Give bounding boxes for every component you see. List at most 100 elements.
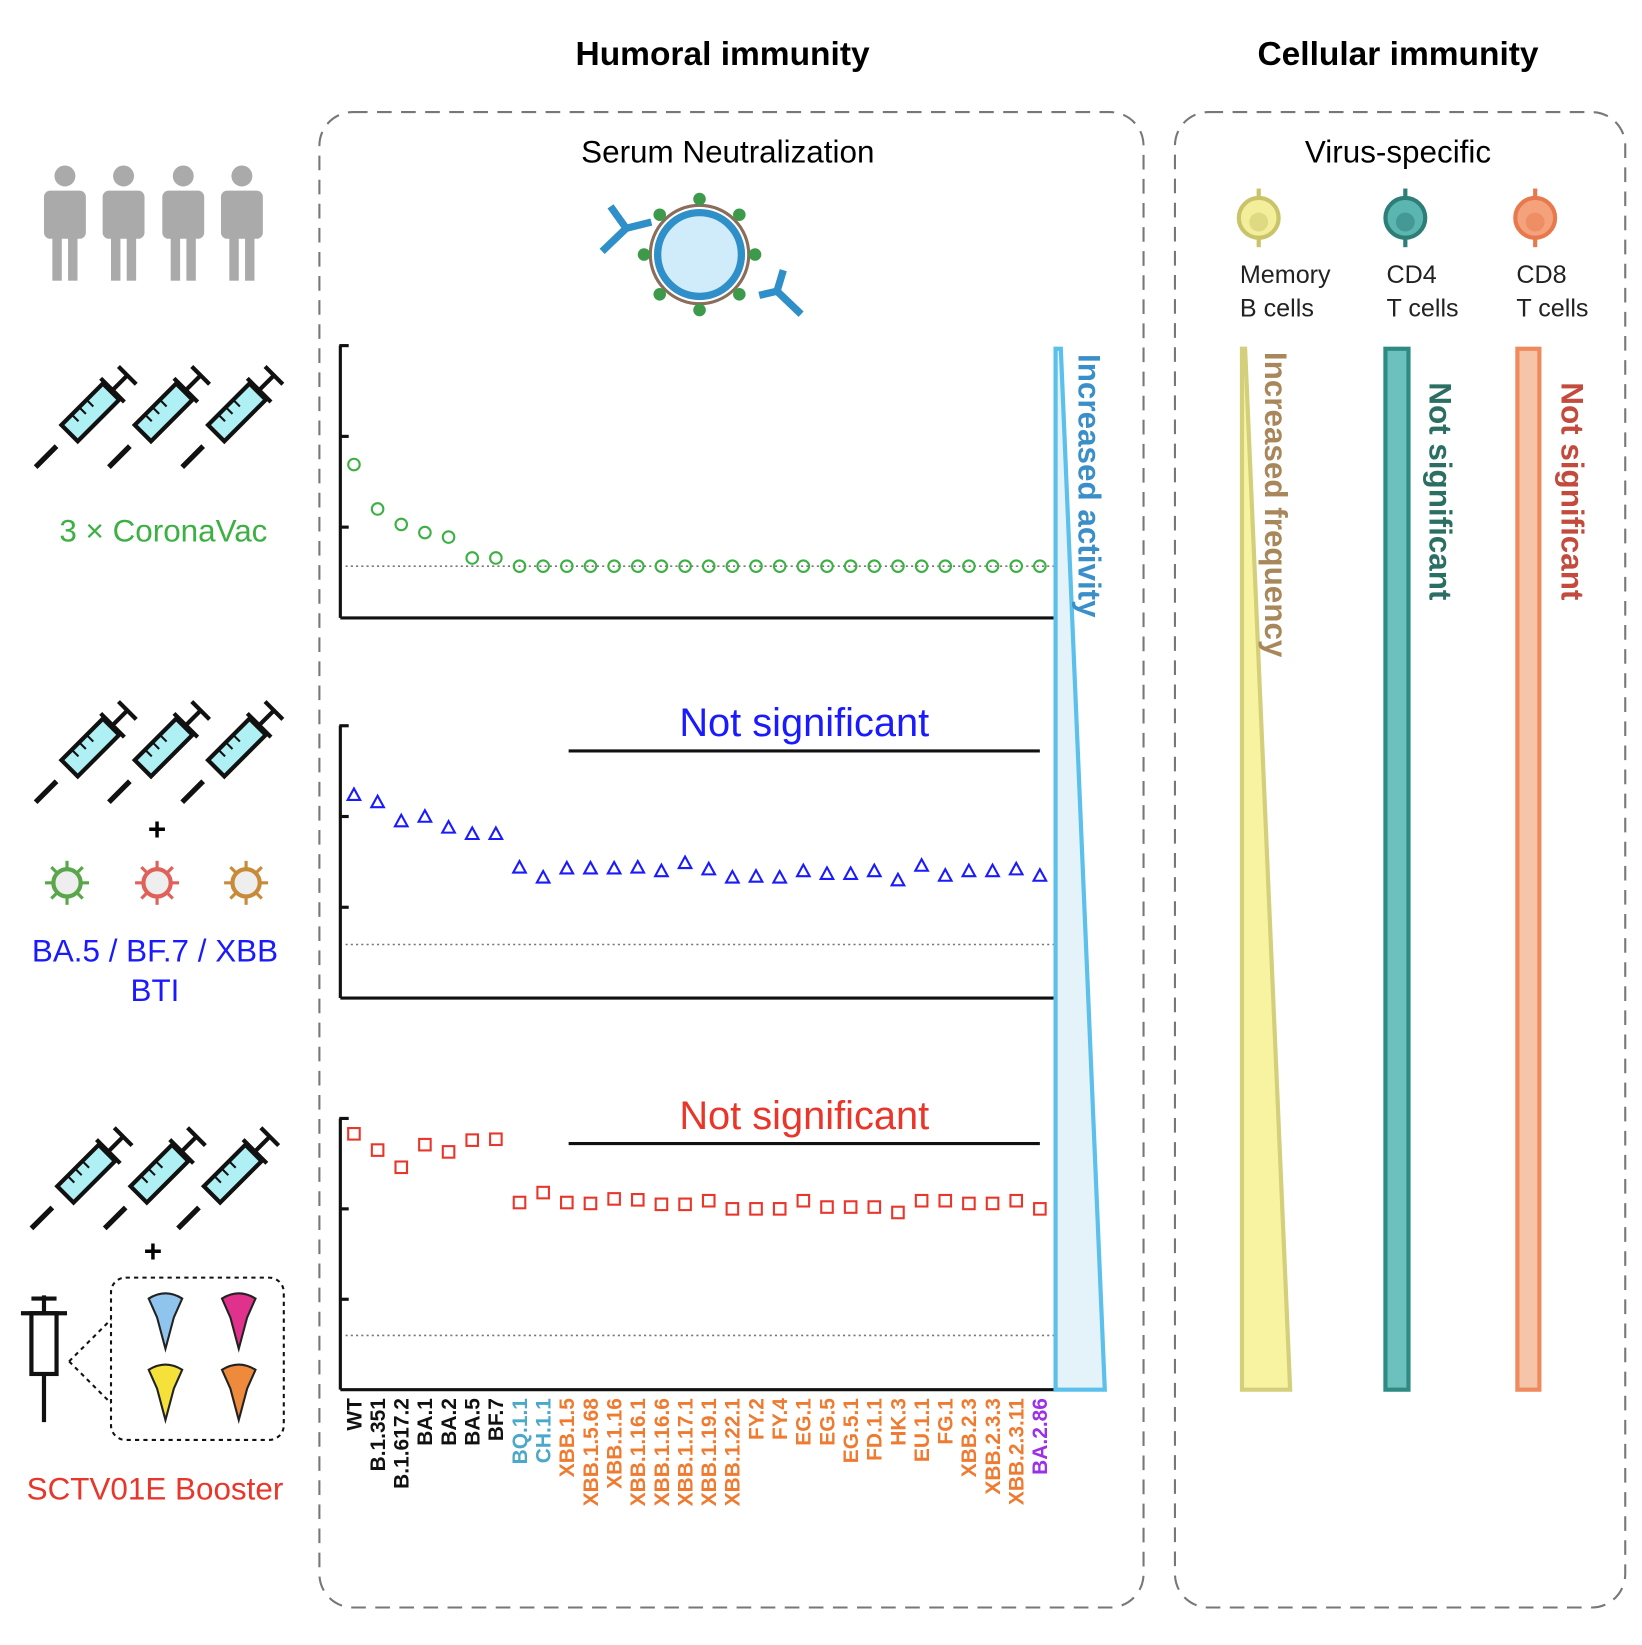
cellular-subtitle: Virus-specific [1305, 134, 1491, 169]
variant-label: CH.1.1 [532, 1398, 555, 1464]
data-point [725, 559, 740, 573]
variant-label: BA.5 [462, 1398, 485, 1446]
group-label: 3 × CoronaVac [59, 513, 267, 548]
data-point [985, 559, 1000, 573]
data-point [464, 825, 481, 841]
activity-label: Increased activity [1072, 354, 1107, 618]
data-point [867, 1200, 882, 1214]
data-point [560, 559, 574, 573]
data-point [583, 559, 598, 573]
syringes-3 [31, 1125, 281, 1229]
data-point [700, 860, 717, 876]
data-point [347, 1127, 361, 1141]
data-point [795, 862, 812, 878]
data-point [535, 868, 552, 884]
variant-label: XBB.1.17.1 [674, 1398, 697, 1507]
data-point [678, 1197, 692, 1212]
data-point [629, 858, 646, 874]
data-point [725, 1202, 740, 1216]
comparison-label: Not significant [679, 1094, 929, 1138]
group-label: SCTV01E Booster [27, 1472, 284, 1507]
data-point [891, 1205, 905, 1220]
data-point [536, 1185, 550, 1200]
variant-label: FG.1 [935, 1398, 958, 1445]
data-point [606, 859, 623, 875]
data-point [370, 502, 385, 516]
data-point [938, 1193, 953, 1208]
data-point [820, 1200, 834, 1214]
plus-sign: + [148, 812, 166, 847]
data-point [937, 867, 954, 882]
syringes-1 [36, 364, 286, 468]
data-point [985, 1196, 1000, 1211]
data-point [440, 818, 457, 834]
data-point [394, 1160, 409, 1175]
cell-icon [1383, 188, 1428, 248]
booster-icon [20, 1276, 285, 1441]
data-point [369, 793, 386, 809]
cell-label: T cells [1386, 294, 1458, 322]
cell-label: Memory [1240, 261, 1331, 289]
group-label: BTI [131, 973, 180, 1008]
cell-label: CD4 [1386, 261, 1436, 289]
data-point [962, 559, 976, 573]
data-point [1031, 867, 1048, 882]
data-point [866, 862, 883, 878]
cell-label: T cells [1516, 294, 1588, 322]
data-point [582, 859, 599, 875]
cell-icon [1513, 188, 1558, 248]
data-point [796, 559, 811, 573]
frequency-wedge [1239, 346, 1293, 1392]
data-point [984, 862, 1001, 878]
data-point [512, 1195, 527, 1210]
variant-label: FY.4 [769, 1398, 792, 1440]
data-point [536, 559, 550, 573]
data-point [820, 559, 834, 573]
variant-label: EG.5.1 [840, 1398, 863, 1464]
cell-icon [1236, 188, 1281, 248]
data-point [842, 865, 859, 880]
data-point [512, 559, 527, 573]
data-point [1008, 860, 1025, 876]
data-point [465, 1133, 480, 1147]
data-point [771, 868, 788, 884]
data-point [607, 559, 621, 573]
variant-label: XBB.1.16.1 [627, 1398, 650, 1507]
data-point [960, 862, 977, 878]
data-point [583, 1196, 598, 1211]
variant-label: XBB.1.19.1 [698, 1398, 721, 1507]
data-point [487, 825, 504, 841]
data-point [772, 559, 787, 573]
virus-antibody-icon [599, 192, 804, 317]
data-point [560, 1195, 574, 1210]
data-point [489, 551, 503, 565]
data-point [630, 1193, 645, 1207]
data-point [654, 1197, 669, 1212]
data-point [749, 1202, 763, 1216]
variant-label: XBB.1.16 [603, 1398, 626, 1489]
data-point [867, 559, 882, 573]
variant-label: XBB.1.5 [556, 1398, 579, 1477]
variant-label: HK.3 [887, 1398, 910, 1446]
data-point [418, 1137, 432, 1152]
variant-label: EG.5 [816, 1398, 839, 1446]
cd8-bar [1515, 346, 1542, 1392]
data-point [678, 559, 692, 573]
cell-label: CD8 [1516, 261, 1566, 289]
variant-virus-icons [45, 861, 268, 905]
data-point [772, 1202, 787, 1216]
data-point [724, 868, 741, 884]
data-point [393, 812, 410, 828]
data-point [607, 1192, 621, 1206]
group-label: BA.5 / BF.7 / XBB [32, 933, 278, 968]
data-point [418, 525, 432, 540]
cell-trend-label: Not significant [1554, 382, 1589, 601]
data-point [465, 551, 480, 565]
cell-nucleus [1525, 212, 1545, 232]
cd4-bar [1383, 346, 1411, 1392]
data-point [818, 865, 836, 880]
cell-trend-label: Increased frequency [1258, 352, 1293, 658]
data-point [441, 1145, 456, 1159]
data-point [1033, 559, 1047, 573]
